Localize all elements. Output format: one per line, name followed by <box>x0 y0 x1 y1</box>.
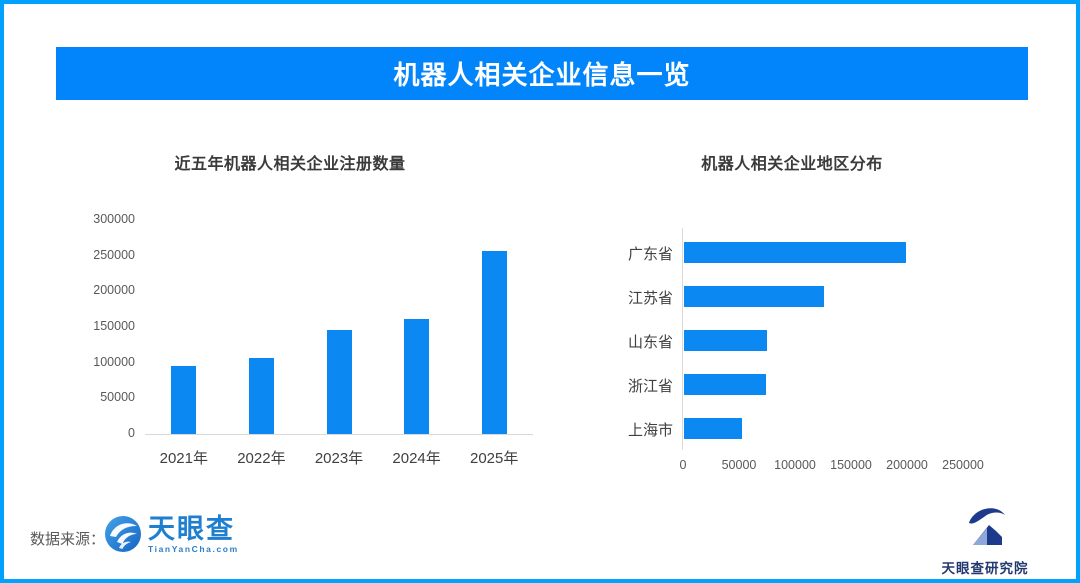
bar-浙江省 <box>684 373 766 395</box>
y-axis-tick-label: 100000 <box>93 354 135 369</box>
registrations-chart-title: 近五年机器人相关企业注册数量 <box>174 156 406 173</box>
tianyancha-eye-icon <box>104 515 142 558</box>
y-axis-tick-label: 0 <box>128 426 135 440</box>
category-label: 浙江省 <box>627 378 673 395</box>
page-title: 机器人相关企业信息一览 <box>393 60 691 90</box>
category-label: 江苏省 <box>627 290 673 307</box>
x-axis-tick-label: 50000 <box>721 458 757 472</box>
bar-2024年 <box>404 319 430 434</box>
tianyancha-logo: 天眼查 TianYanCha.com <box>104 515 239 558</box>
x-axis-tick-label: 150000 <box>830 458 872 472</box>
y-axis-tick-label: 250000 <box>93 247 135 262</box>
institute-name: 天眼查研究院 <box>941 561 1029 576</box>
x-axis-tick-label: 2025年 <box>470 450 519 467</box>
bar-2025年 <box>481 250 507 434</box>
x-axis-tick-label: 200000 <box>886 458 928 472</box>
bar-广东省 <box>684 241 906 263</box>
x-axis-tick-label: 2023年 <box>314 450 364 467</box>
institute-logo: 天眼查研究院 <box>925 504 1045 577</box>
data-source-label: 数据来源： <box>30 531 106 548</box>
institute-mountain-icon <box>960 508 1010 554</box>
y-axis-tick-label: 150000 <box>93 319 135 333</box>
tianyancha-domain-text: TianYanCha.com <box>148 544 239 554</box>
y-axis-tick-label: 300000 <box>93 212 135 226</box>
category-label: 广东省 <box>627 246 673 263</box>
bar-2021年 <box>171 366 197 434</box>
tianyancha-name: 天眼查 <box>148 514 235 544</box>
bar-山东省 <box>684 329 768 351</box>
x-axis-tick-label: 0 <box>679 458 687 472</box>
x-axis-tick-label: 2024年 <box>392 450 441 467</box>
tianyancha-wordmark: 天眼查 TianYanCha.com <box>148 515 239 554</box>
x-axis-tick-label: 2022年 <box>237 450 286 467</box>
banner: 机器人相关企业信息一览 <box>56 47 1028 100</box>
bar-2023年 <box>326 329 352 434</box>
bar-2022年 <box>248 357 274 434</box>
regions-bar-chart: 广东省江苏省山东省浙江省上海市 0 50000 100000 150000 200000 2… <box>628 228 995 472</box>
category-label: 上海市 <box>627 422 673 439</box>
regions-chart-title: 机器人相关企业地区分布 <box>701 156 883 173</box>
registrations-bar-chart: 0 50000 100000 150000 200000 250000 300000 2021… <box>93 212 533 467</box>
x-axis-tick-label: 250000 <box>942 458 984 472</box>
bar-江苏省 <box>684 285 824 307</box>
y-axis-tick-label: 200000 <box>93 283 135 298</box>
category-label: 山东省 <box>627 334 673 351</box>
x-axis-tick-label: 2021年 <box>159 450 208 467</box>
x-axis-tick-label: 100000 <box>774 458 816 472</box>
bar-上海市 <box>684 417 742 439</box>
y-axis-tick-label: 50000 <box>100 390 135 405</box>
